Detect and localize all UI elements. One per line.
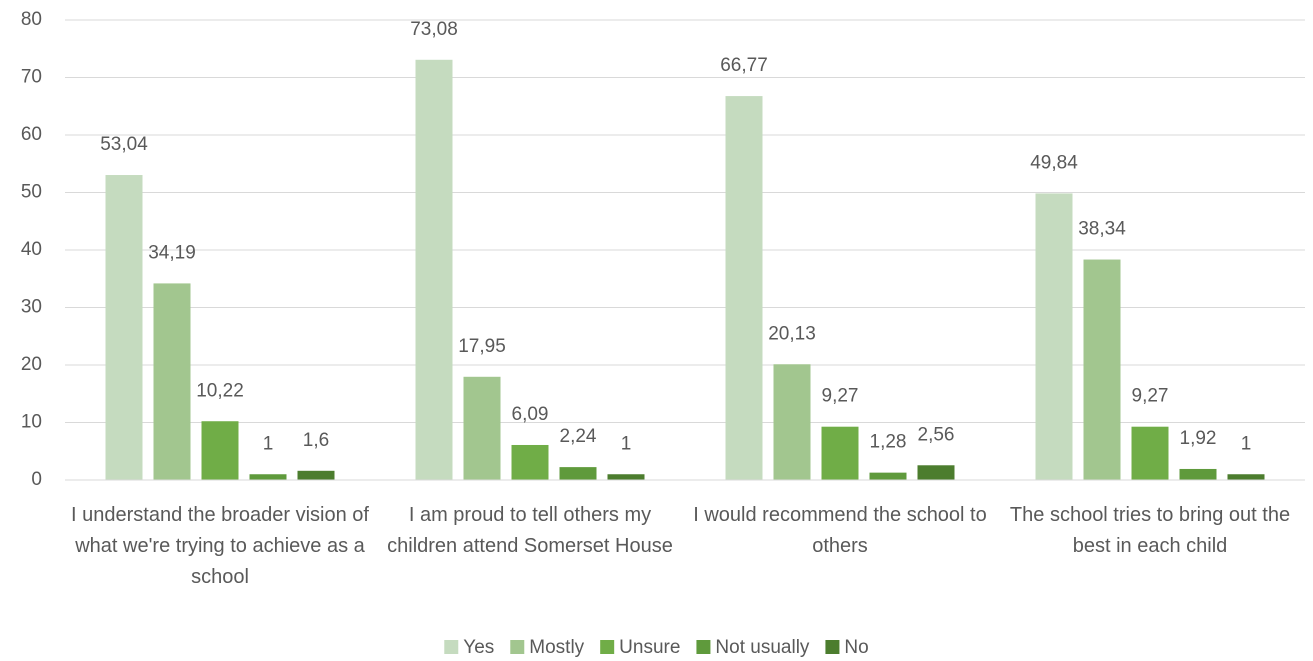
x-tick-label-box: I would recommend the school to others xyxy=(693,504,987,557)
data-label: 1,6 xyxy=(303,430,329,451)
bar xyxy=(1083,259,1121,480)
data-label: 9,27 xyxy=(1132,386,1169,407)
bar xyxy=(725,96,763,480)
data-label: 49,84 xyxy=(1030,152,1078,173)
data-label: 10,22 xyxy=(196,380,244,401)
x-tick-label: The school tries to bring out the best i… xyxy=(1009,504,1291,557)
y-tick-label: 40 xyxy=(21,239,42,260)
bar xyxy=(1131,426,1169,480)
x-tick-label: I would recommend the school to others xyxy=(693,504,987,557)
bar xyxy=(511,444,549,480)
data-label: 17,95 xyxy=(458,336,506,357)
data-label: 2,56 xyxy=(918,424,955,445)
bar xyxy=(869,472,907,480)
y-tick-label: 70 xyxy=(21,67,42,88)
y-tick-label: 30 xyxy=(21,297,42,318)
bar xyxy=(821,426,859,480)
data-label: 9,27 xyxy=(822,386,859,407)
data-label: 34,19 xyxy=(148,242,196,263)
data-label: 1,92 xyxy=(1180,428,1217,449)
bar xyxy=(105,175,143,480)
data-label: 6,09 xyxy=(512,404,549,425)
legend-swatch xyxy=(510,640,525,654)
bar xyxy=(773,364,811,480)
y-tick-label: 10 xyxy=(21,412,42,433)
data-label: 1 xyxy=(621,433,632,454)
x-tick-label-box: I am proud to tell others my children at… xyxy=(387,504,673,557)
y-tick-label: 60 xyxy=(21,124,42,145)
bar xyxy=(153,283,191,480)
bar xyxy=(297,470,335,480)
bar xyxy=(607,474,645,480)
x-tick-label-box: The school tries to bring out the best i… xyxy=(1009,504,1291,557)
x-tick-label: I am proud to tell others my children at… xyxy=(387,504,673,557)
legend-label: Mostly xyxy=(529,637,584,658)
bar xyxy=(1227,474,1265,480)
data-label: 53,04 xyxy=(100,134,148,155)
bar xyxy=(201,421,239,480)
y-tick-label: 20 xyxy=(21,354,42,375)
data-label: 20,13 xyxy=(768,323,816,344)
legend-swatch xyxy=(600,640,615,654)
bar xyxy=(249,474,287,480)
bar xyxy=(1035,193,1073,481)
legend-swatch xyxy=(444,640,459,654)
data-label: 2,24 xyxy=(560,426,597,447)
bar xyxy=(1179,468,1217,480)
y-tick-label: 80 xyxy=(21,9,42,30)
y-tick-label: 50 xyxy=(21,182,42,203)
data-label: 1 xyxy=(1241,433,1252,454)
legend: Yes Mostly Unsure Not usually No xyxy=(444,637,869,658)
legend-swatch xyxy=(825,640,840,654)
data-label: 1 xyxy=(263,433,274,454)
legend-swatch xyxy=(696,640,711,654)
legend-label: Not usually xyxy=(715,637,809,658)
bar xyxy=(917,465,955,480)
legend-label: No xyxy=(844,637,868,658)
legend-label: Unsure xyxy=(619,637,680,658)
bar xyxy=(463,376,501,480)
data-label: 66,77 xyxy=(720,55,768,76)
data-label: 73,08 xyxy=(410,19,458,40)
legend-label: Yes xyxy=(463,637,494,658)
data-label: 38,34 xyxy=(1078,219,1126,240)
bar xyxy=(559,467,597,480)
bar xyxy=(415,59,453,480)
y-tick-label: 0 xyxy=(31,469,42,490)
x-tick-label-box: I understand the broader vision of what … xyxy=(71,504,369,588)
x-tick-label: I understand the broader vision of what … xyxy=(71,504,369,588)
data-label: 1,28 xyxy=(870,432,907,453)
